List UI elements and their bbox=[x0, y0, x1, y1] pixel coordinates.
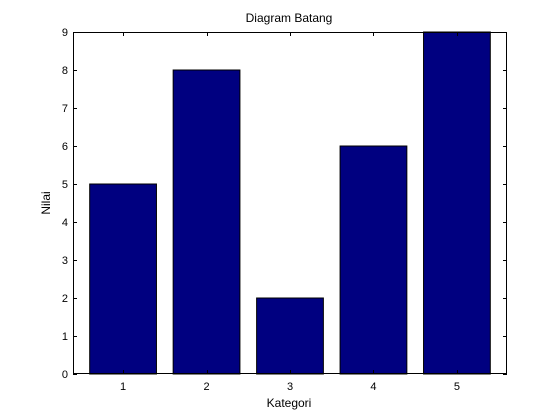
bars-group bbox=[89, 31, 491, 375]
bar-3 bbox=[256, 297, 324, 375]
bar-4 bbox=[339, 145, 408, 375]
y-tick-label-8: 8 bbox=[62, 65, 68, 77]
y-ticks-group: 0 1 2 3 4 5 6 7 8 9 bbox=[62, 27, 507, 381]
x-tick-label-4: 4 bbox=[370, 381, 376, 393]
y-tick-label-2: 2 bbox=[62, 293, 68, 305]
y-tick-label-0: 0 bbox=[62, 369, 68, 381]
y-tick-label-4: 4 bbox=[62, 217, 68, 229]
x-tick-label-1: 1 bbox=[120, 381, 126, 393]
y-tick-label-7: 7 bbox=[62, 103, 68, 115]
y-tick-label-5: 5 bbox=[62, 179, 68, 191]
bar-5 bbox=[423, 31, 491, 375]
y-axis-title: Nilai bbox=[39, 191, 53, 214]
bar-2 bbox=[172, 69, 241, 375]
y-tick-label-6: 6 bbox=[62, 141, 68, 153]
x-tick-label-2: 2 bbox=[203, 381, 209, 393]
x-ticks-group: 1 2 3 4 5 bbox=[120, 32, 460, 393]
y-tick-label-3: 3 bbox=[62, 255, 68, 267]
x-axis-title: Kategori bbox=[267, 396, 312, 410]
y-tick-label-9: 9 bbox=[62, 27, 68, 39]
bar-1 bbox=[89, 183, 157, 375]
x-tick-label-3: 3 bbox=[287, 381, 293, 393]
y-tick-label-1: 1 bbox=[62, 331, 68, 343]
x-tick-label-5: 5 bbox=[454, 381, 460, 393]
chart-title: Diagram Batang bbox=[246, 11, 333, 25]
